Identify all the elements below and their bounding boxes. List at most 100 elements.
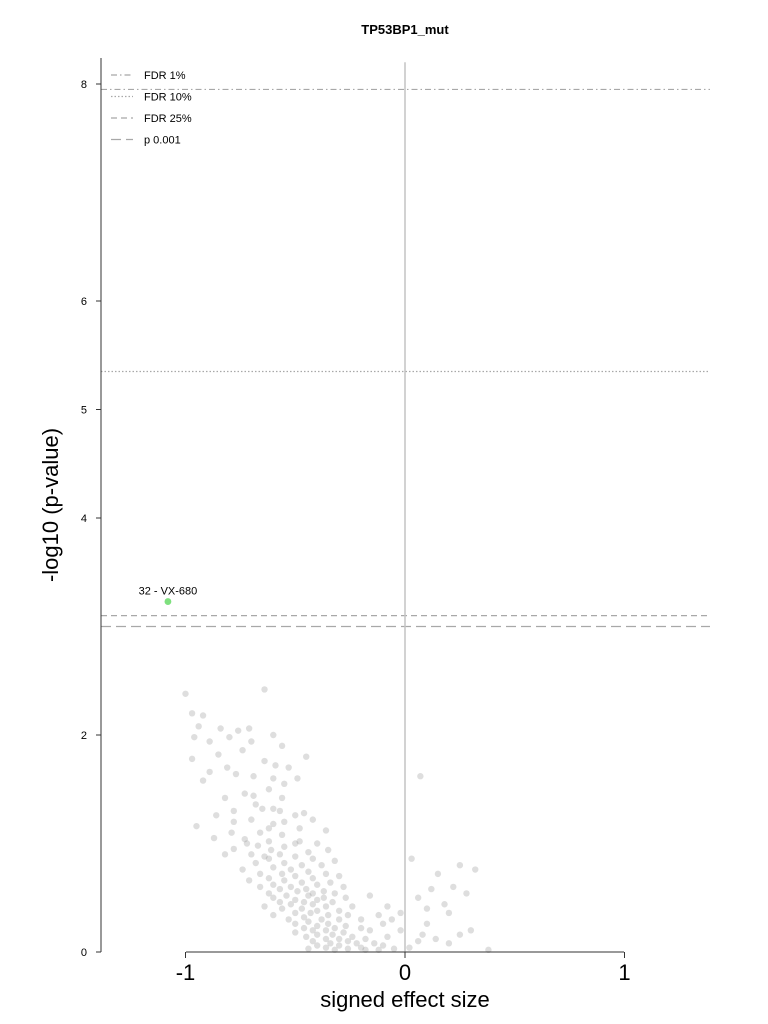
data-point: [298, 879, 306, 886]
data-point: [287, 901, 295, 908]
data-point: [329, 931, 336, 938]
data-point: [261, 853, 268, 860]
data-point: [371, 940, 378, 947]
data-point: [285, 916, 292, 923]
data-point: [450, 883, 457, 891]
data-point: [270, 864, 277, 871]
data-point: [309, 927, 317, 934]
data-point: [265, 875, 273, 882]
data-point: [375, 946, 382, 954]
data-point: [221, 794, 229, 802]
data-point: [210, 834, 218, 842]
data-point: [331, 946, 338, 954]
data-point: [335, 916, 343, 923]
legend-label-fdr-1: FDR 1%: [144, 70, 186, 82]
data-point: [250, 773, 257, 780]
data-point: [322, 944, 330, 951]
data-point: [362, 946, 369, 954]
data-point: [485, 946, 492, 954]
data-point: [408, 855, 415, 862]
data-point: [287, 866, 295, 873]
data-point: [309, 855, 317, 862]
data-point: [305, 848, 312, 856]
data-point: [193, 822, 200, 830]
data-point: [267, 846, 275, 854]
data-point: [239, 746, 246, 754]
data-point: [217, 725, 224, 732]
data-point: [305, 945, 312, 952]
data-point: [278, 794, 286, 802]
data-point: [414, 894, 422, 901]
y-tick-label: 0: [81, 947, 87, 959]
data-point: [309, 937, 317, 945]
data-point: [314, 931, 321, 938]
data-point: [283, 892, 290, 899]
data-point: [300, 898, 308, 906]
data-point: [281, 780, 288, 788]
data-point: [322, 935, 330, 943]
data-point: [292, 909, 299, 917]
data-point: [228, 829, 235, 836]
data-point: [327, 879, 334, 886]
data-point: [309, 875, 317, 882]
data-point: [248, 851, 255, 858]
data-point: [270, 731, 277, 739]
data-point: [324, 920, 332, 927]
data-point: [188, 755, 196, 763]
data-point: [331, 924, 338, 932]
data-point: [239, 866, 246, 873]
data-point: [270, 894, 277, 901]
data-point: [292, 920, 299, 927]
y-tick-label: 5: [81, 405, 87, 417]
data-point: [456, 862, 464, 869]
data-point: [366, 892, 374, 899]
data-point: [292, 840, 299, 847]
data-point: [303, 885, 310, 893]
data-point: [206, 738, 213, 745]
data-point: [445, 940, 453, 947]
data-point: [419, 931, 426, 938]
data-point: [270, 775, 277, 782]
data-point: [224, 764, 231, 771]
data-point: [294, 888, 301, 895]
data-point: [261, 686, 268, 693]
data-point: [353, 940, 360, 947]
data-point: [305, 918, 312, 925]
data-point: [314, 907, 321, 914]
data-point: [397, 909, 404, 917]
data-point: [388, 916, 396, 923]
data-point: [335, 935, 343, 943]
data-point: [276, 851, 284, 858]
data-point: [432, 935, 439, 943]
data-point: [245, 725, 253, 732]
data-point: [309, 816, 317, 823]
data-point: [195, 723, 202, 730]
data-point: [292, 929, 299, 936]
data-point: [349, 903, 356, 910]
data-point: [366, 927, 374, 934]
data-point: [309, 890, 317, 897]
data-point: [335, 907, 343, 914]
data-point: [213, 812, 220, 819]
data-point: [276, 807, 284, 815]
data-point: [463, 890, 470, 897]
data-point: [340, 929, 347, 936]
data-point: [296, 838, 303, 845]
data-point: [256, 883, 264, 891]
data-point: [206, 768, 213, 776]
data-point: [375, 911, 382, 919]
data-point: [307, 909, 314, 917]
data-point: [344, 937, 352, 945]
x-tick-label: -1: [176, 960, 196, 985]
data-point: [261, 903, 268, 910]
data-point: [300, 924, 308, 932]
data-point: [324, 911, 332, 919]
data-point: [265, 786, 273, 793]
data-point: [303, 933, 310, 941]
data-point: [397, 927, 404, 934]
data-point: [300, 914, 308, 921]
data-point: [270, 820, 277, 828]
data-point: [344, 911, 352, 919]
data-point: [390, 945, 398, 952]
data-point: [241, 835, 248, 843]
